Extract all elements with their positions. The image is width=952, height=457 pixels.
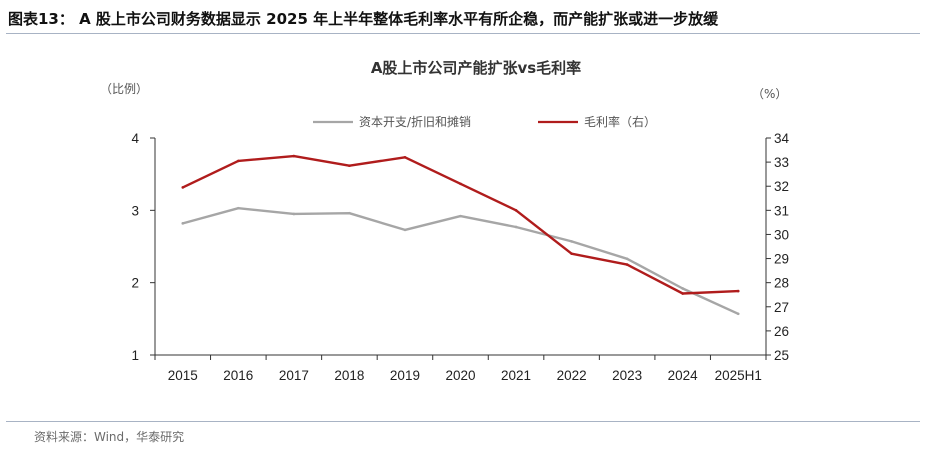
x-tick-label: 2022 (557, 368, 587, 383)
legend: 资本开支/折旧和摊销 毛利率（右） (313, 114, 656, 129)
data-point-capex (736, 312, 740, 316)
x-tick-label: 2016 (223, 368, 253, 383)
right-tick-label: 29 (774, 252, 789, 267)
data-point-margin (292, 154, 296, 158)
data-point-capex (681, 287, 684, 290)
data-point-capex (292, 212, 296, 216)
data-point-margin (403, 155, 407, 159)
right-tick-label: 33 (774, 155, 789, 170)
x-tick-label: 2021 (501, 368, 531, 383)
left-tick-label: 2 (131, 276, 139, 291)
left-axis-unit: （比例） (100, 82, 148, 96)
data-point-capex (181, 222, 185, 225)
left-tick-label: 1 (131, 348, 139, 363)
left-tick-label: 4 (131, 131, 139, 146)
right-tick-label: 27 (774, 300, 789, 315)
right-axis-unit: （%） (752, 87, 787, 101)
data-point-margin (625, 263, 629, 266)
top-rule (6, 33, 920, 34)
data-point-margin (348, 164, 351, 168)
data-point-capex (348, 211, 351, 215)
data-point-margin (514, 209, 518, 212)
legend-label-capex: 资本开支/折旧和摊销 (359, 114, 471, 129)
x-tick-label: 2015 (168, 368, 198, 383)
bottom-rule (6, 421, 920, 422)
right-tick-label: 25 (774, 348, 789, 363)
x-tick-label: 2023 (612, 368, 642, 383)
data-point-capex (459, 214, 462, 218)
series-layer (181, 154, 740, 316)
data-point-margin (570, 252, 573, 256)
data-point-margin (181, 186, 185, 189)
legend-label-margin: 毛利率（右） (584, 114, 656, 129)
data-point-capex (403, 228, 407, 232)
figure-header: 图表13： A 股上市公司财务数据显示 2025 年上半年整体毛利率水平有所企稳… (6, 6, 936, 34)
x-tick-label: 2024 (668, 368, 699, 383)
x-tick-label: 2018 (334, 368, 364, 383)
x-tick-label: 2025H1 (715, 368, 762, 383)
x-tick-label: 2017 (279, 368, 309, 383)
figure-title: 图表13： A 股上市公司财务数据显示 2025 年上半年整体毛利率水平有所企稳… (8, 10, 719, 28)
data-point-capex (237, 206, 240, 210)
series-line-capex (181, 206, 740, 315)
source-note: 资料来源：Wind，华泰研究 (34, 430, 185, 444)
data-point-margin (237, 159, 240, 163)
data-point-capex (570, 240, 573, 243)
x-tick-label: 2019 (390, 368, 420, 383)
data-point-margin (459, 182, 462, 186)
right-tick-label: 34 (774, 131, 790, 146)
data-point-margin (736, 289, 740, 293)
data-point-capex (514, 225, 518, 229)
right-tick-label: 26 (774, 324, 789, 339)
right-tick-label: 32 (774, 179, 789, 194)
right-tick-label: 31 (774, 203, 789, 218)
x-tick-label: 2020 (445, 368, 475, 383)
right-tick-label: 28 (774, 276, 789, 291)
chart-title: A股上市公司产能扩张vs毛利率 (371, 59, 581, 77)
right-tick-label: 30 (774, 227, 789, 242)
data-point-capex (625, 257, 629, 261)
left-tick-label: 3 (131, 203, 139, 218)
data-point-margin (681, 292, 684, 295)
